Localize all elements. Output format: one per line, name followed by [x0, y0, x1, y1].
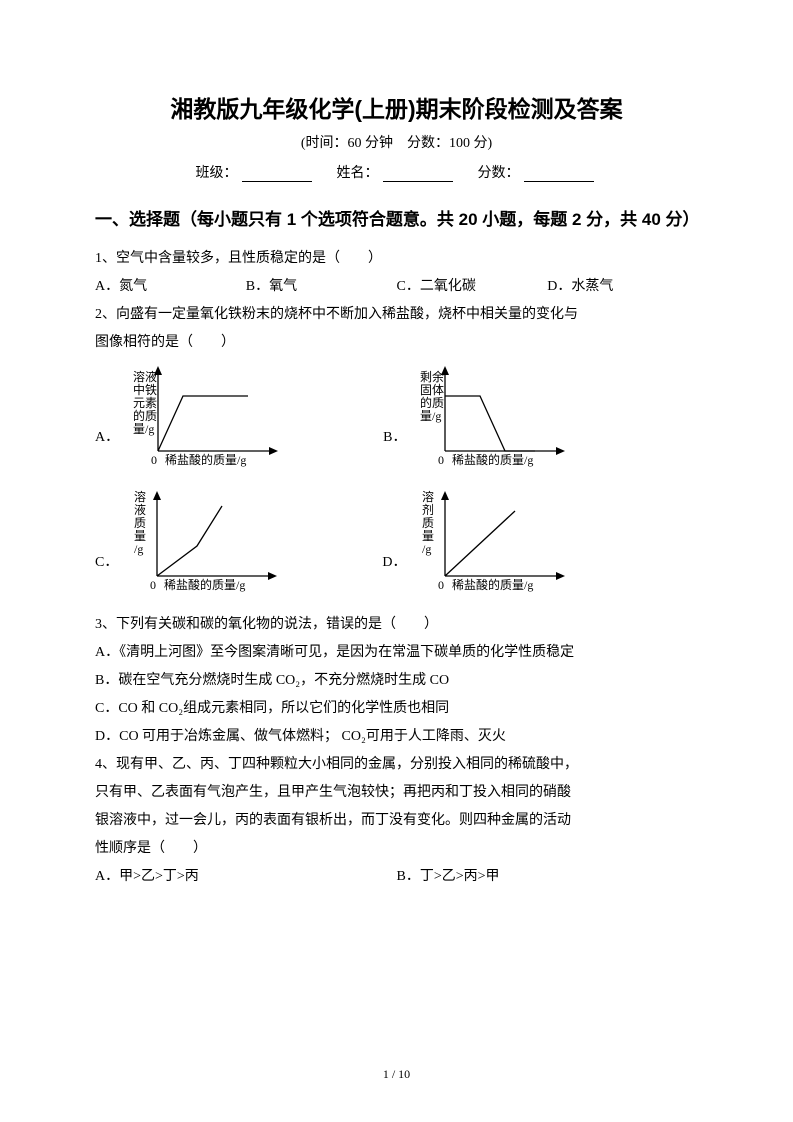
q1-options: A．氮气 B．氧气 C．二氧化碳 D．水蒸气 — [95, 273, 698, 301]
chart-b: B． 剩余 固体 的质 量/g 0 稀盐酸的质量/g — [383, 361, 610, 476]
chart-d-line — [445, 511, 515, 576]
page-number: 1 / 10 — [0, 1067, 793, 1082]
page-subtitle: (时间：60 分钟 分数：100 分) — [95, 132, 698, 152]
q1-opt-c: C．二氧化碳 — [397, 273, 548, 301]
q3-c: C．CO 和 CO₂组成元素相同，所以它们的化学性质也相同 — [95, 695, 698, 723]
q4-l2: 只有甲、乙表面有气泡产生，且甲产生气泡较快；再把丙和丁投入相同的硝酸 — [95, 779, 698, 807]
chart-c: C． 溶 液 质 量 /g 0 稀盐酸的质量/g — [95, 486, 322, 601]
chart-d-svg: 溶 剂 质 量 /g 0 稀盐酸的质量/g — [410, 486, 610, 601]
q3-stem: 3、下列有关碳和碳的氧化物的说法，错误的是（ ） — [95, 611, 698, 639]
q1-opt-b: B．氧气 — [246, 273, 397, 301]
charts-row-ab: A． 溶液 中铁 元素 的质 量/g 0 稀盐酸的质量/g — [95, 361, 698, 476]
q2-stem-1: 2、向盛有一定量氧化铁粉末的烧杯中不断加入稀盐酸，烧杯中相关量的变化与 — [95, 301, 698, 329]
chart-c-zero: 0 — [150, 578, 156, 592]
chart-d-xlabel: 稀盐酸的质量/g — [452, 577, 533, 592]
score-blank[interactable] — [524, 167, 594, 182]
page: 湘教版九年级化学(上册)期末阶段检测及答案 (时间：60 分钟 分数：100 分… — [0, 0, 793, 1122]
chart-b-xlabel: 稀盐酸的质量/g — [452, 452, 533, 467]
q4-l4: 性顺序是（ ） — [95, 835, 698, 863]
chart-c-xlabel: 稀盐酸的质量/g — [164, 577, 245, 592]
chart-b-ylabel: 剩余 固体 的质 量/g — [420, 369, 447, 423]
chart-b-zero: 0 — [438, 453, 444, 467]
chart-a-xlabel: 稀盐酸的质量/g — [165, 452, 246, 467]
chart-d: D． 溶 剂 质 量 /g 0 稀盐酸的质量/g — [382, 486, 610, 601]
chart-b-letter: B． — [383, 426, 406, 476]
class-blank[interactable] — [242, 167, 312, 182]
chart-b-line — [445, 396, 535, 451]
q4-l3: 银溶液中，过一会儿，丙的表面有银析出，而丁没有变化。则四种金属的活动 — [95, 807, 698, 835]
q4-options: A．甲>乙>丁>丙 B．丁>乙>丙>甲 — [95, 863, 698, 891]
q2-stem-2: 图像相符的是（ ） — [95, 329, 698, 357]
chart-d-zero: 0 — [438, 578, 444, 592]
chart-c-letter: C． — [95, 551, 118, 601]
section-1-heading: 一、选择题（每小题只有 1 个选项符合题意。共 20 小题，每题 2 分，共 4… — [95, 200, 698, 239]
charts-row-cd: C． 溶 液 质 量 /g 0 稀盐酸的质量/g D． — [95, 486, 698, 601]
chart-a: A． 溶液 中铁 元素 的质 量/g 0 稀盐酸的质量/g — [95, 361, 323, 476]
q4-opt-a: A．甲>乙>丁>丙 — [95, 863, 397, 891]
chart-a-svg: 溶液 中铁 元素 的质 量/g 0 稀盐酸的质量/g — [123, 361, 323, 476]
chart-a-ylabel: 溶液 中铁 元素 的质 量/g — [133, 369, 160, 436]
chart-a-line — [158, 396, 248, 451]
info-line: 班级： 姓名： 分数： — [95, 162, 698, 182]
chart-c-line — [157, 506, 222, 576]
q3-a: A．《清明上河图》至今图案清晰可见，是因为在常温下碳单质的化学性质稳定 — [95, 639, 698, 667]
chart-c-ylabel: 溶 液 质 量 /g — [134, 489, 149, 556]
q1-opt-d: D．水蒸气 — [547, 273, 698, 301]
q1-stem: 1、空气中含量较多，且性质稳定的是（ ） — [95, 245, 698, 273]
score-label: 分数： — [478, 166, 520, 181]
q4-opt-b: B．丁>乙>丙>甲 — [397, 863, 699, 891]
name-blank[interactable] — [383, 167, 453, 182]
q4-l1: 4、现有甲、乙、丙、丁四种颗粒大小相同的金属，分别投入相同的稀硫酸中， — [95, 751, 698, 779]
page-title: 湘教版九年级化学(上册)期末阶段检测及答案 — [95, 90, 698, 124]
chart-b-svg: 剩余 固体 的质 量/g 0 稀盐酸的质量/g — [410, 361, 610, 476]
q1-opt-a: A．氮气 — [95, 273, 246, 301]
name-label: 姓名： — [337, 166, 379, 181]
chart-d-letter: D． — [382, 551, 406, 601]
chart-a-zero: 0 — [151, 453, 157, 467]
class-label: 班级： — [196, 166, 238, 181]
chart-a-letter: A． — [95, 426, 119, 476]
chart-d-ylabel: 溶 剂 质 量 /g — [422, 489, 437, 556]
q3-d: D．CO 可用于冶炼金属、做气体燃料； CO₂可用于人工降雨、灭火 — [95, 723, 698, 751]
q3-b: B．碳在空气充分燃烧时生成 CO₂，不充分燃烧时生成 CO — [95, 667, 698, 695]
chart-c-svg: 溶 液 质 量 /g 0 稀盐酸的质量/g — [122, 486, 322, 601]
